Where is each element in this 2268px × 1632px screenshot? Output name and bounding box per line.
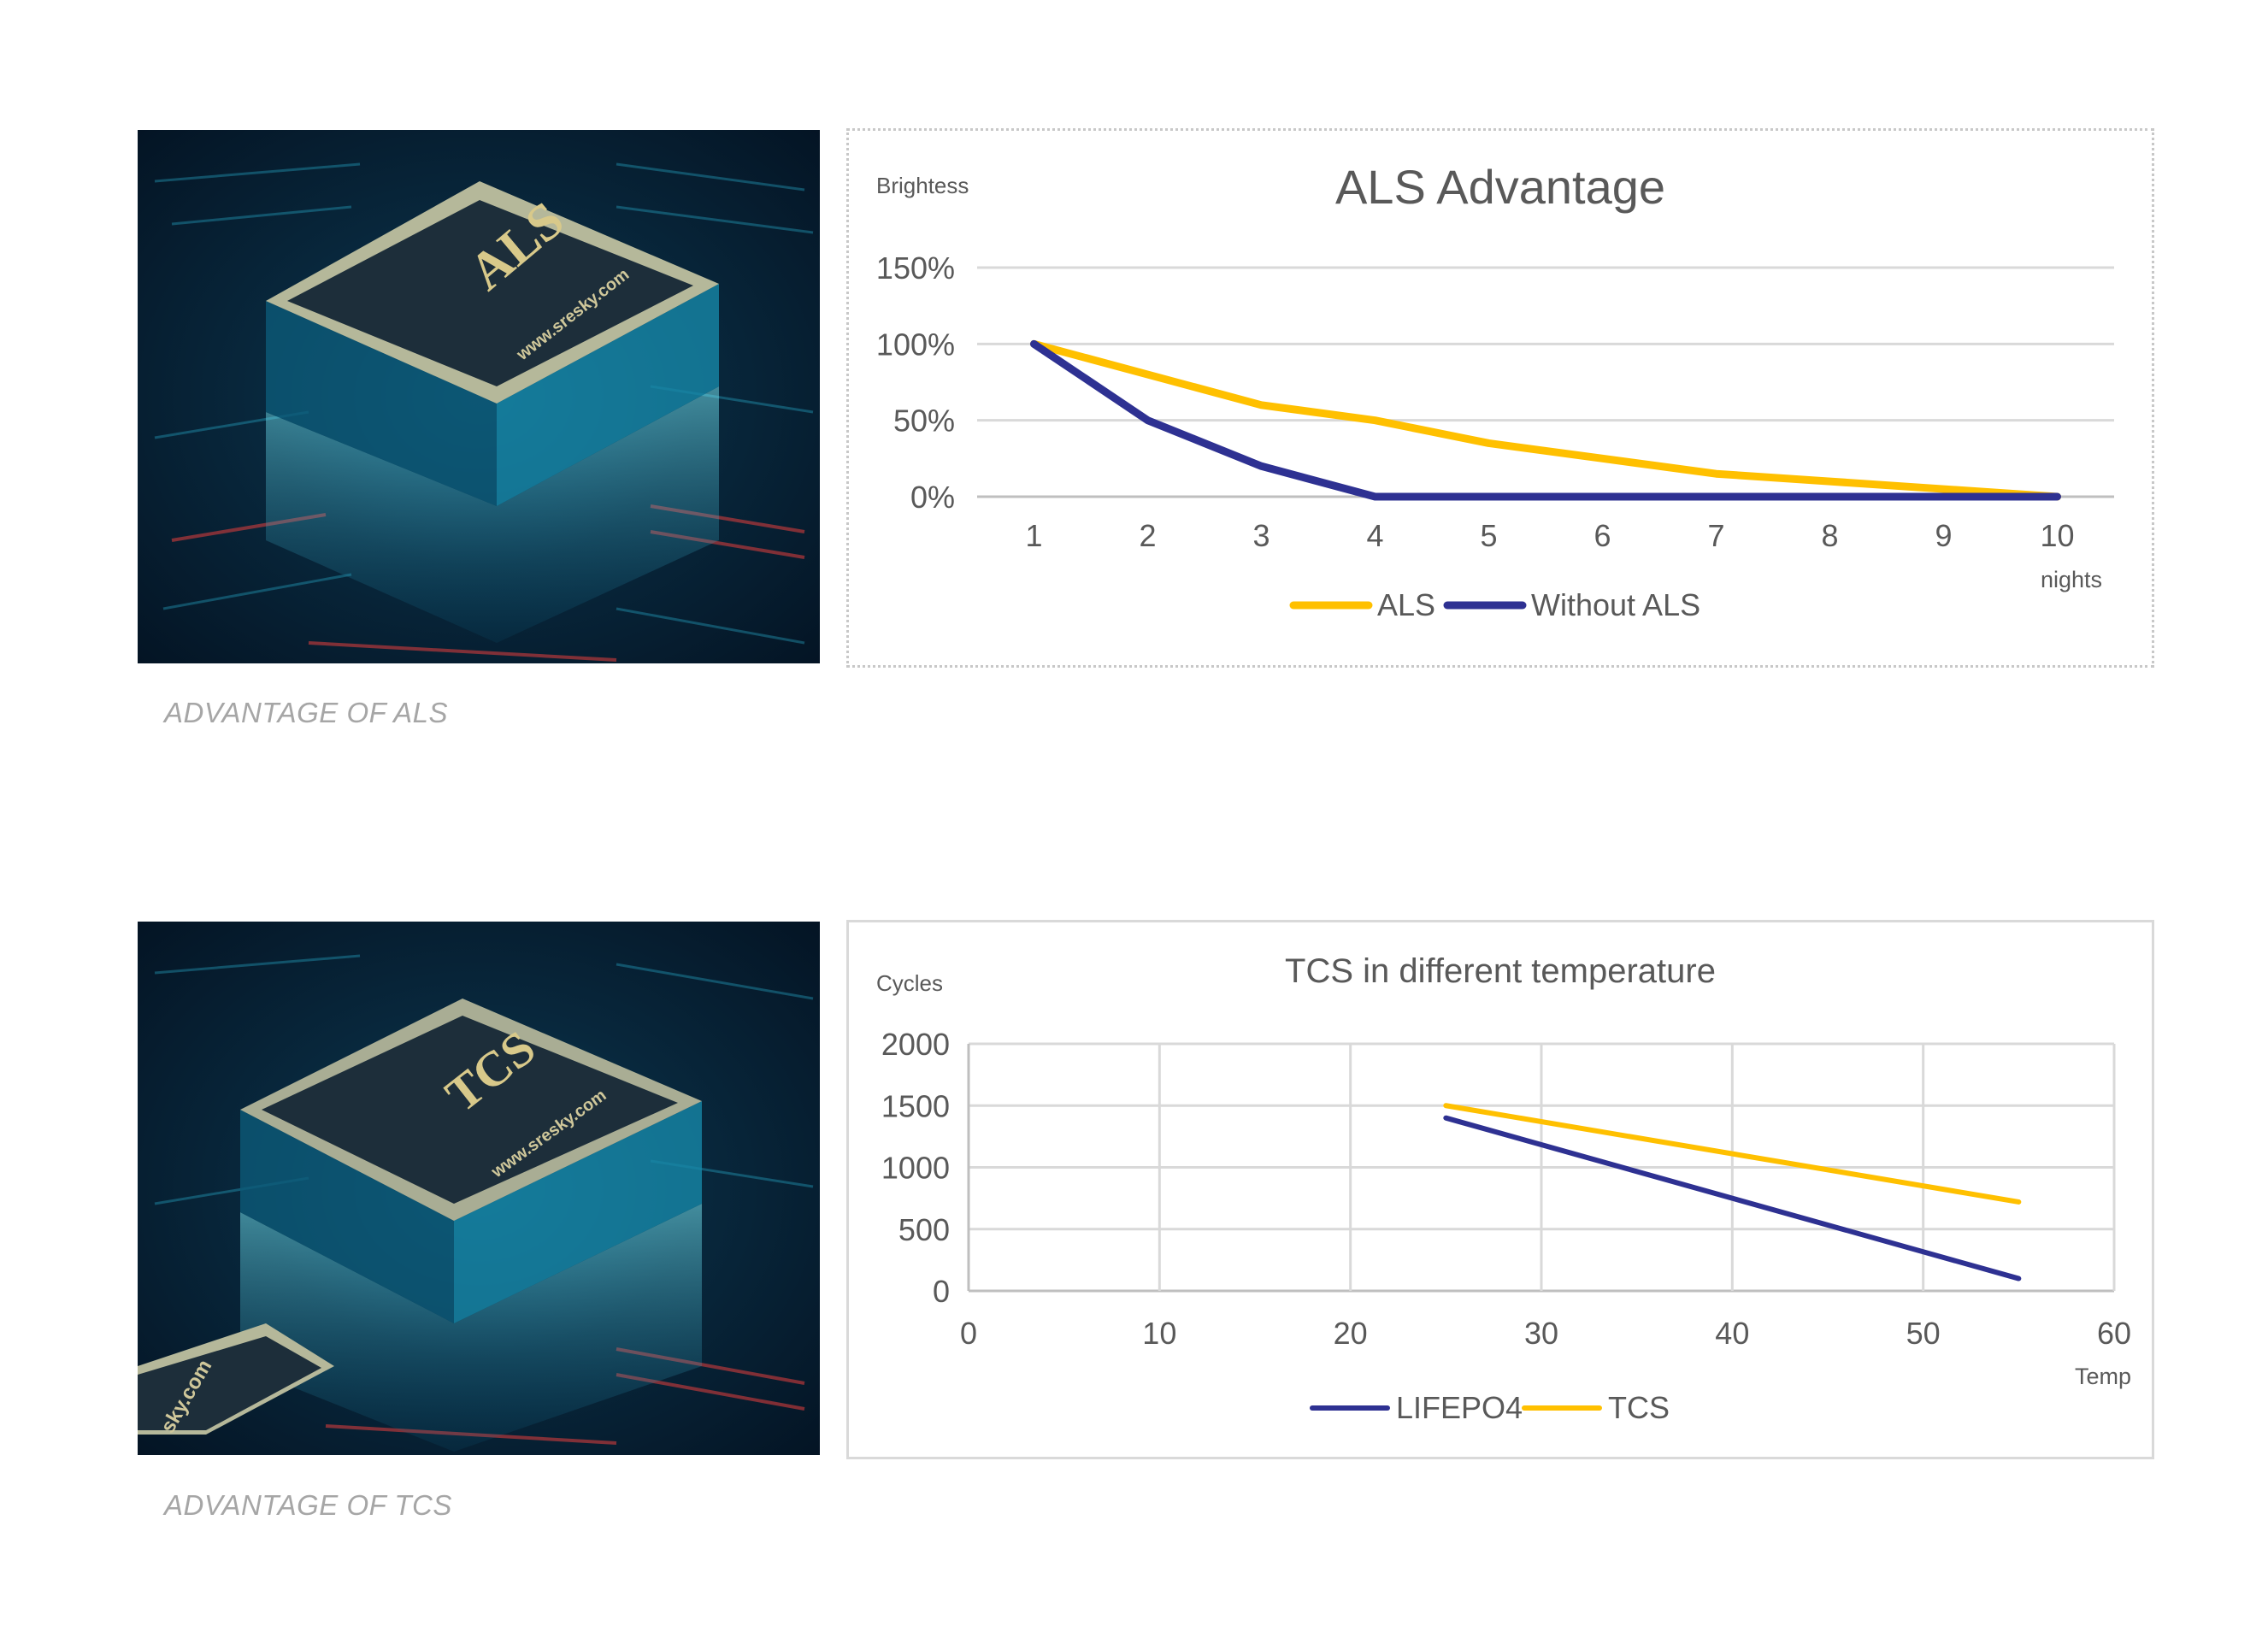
als-caption: ADVANTAGE OF ALS	[164, 697, 448, 728]
tcs-chip-image: TCS www.sresky.com sky.com	[138, 922, 820, 1455]
x-tick-label: 40	[1715, 1316, 1749, 1351]
x-tick-label: 60	[2097, 1316, 2131, 1351]
y-tick-label: 0	[933, 1274, 950, 1309]
y-axis-label: Brightess	[876, 173, 969, 198]
y-tick-label: 0%	[910, 480, 955, 515]
tcs-chart: TCS in different temperature Cycles Temp 0 5…	[876, 952, 2131, 1425]
y-tick-label: 100%	[876, 327, 955, 362]
y-tick-label: 1000	[881, 1151, 950, 1186]
legend-label: LIFEPO4	[1396, 1390, 1523, 1425]
legend-label: TCS	[1608, 1390, 1670, 1425]
x-tick-label: 3	[1252, 518, 1269, 553]
x-tick-label: 10	[2040, 518, 2074, 553]
x-tick-label: 4	[1366, 518, 1383, 553]
x-tick-label: 2	[1139, 518, 1156, 553]
x-tick-label: 9	[1935, 518, 1952, 553]
y-tick-label: 2000	[881, 1027, 950, 1062]
y-axis-label: Cycles	[876, 970, 943, 996]
x-tick-label: 50	[1906, 1316, 1941, 1351]
x-axis-label: nights	[2041, 567, 2102, 592]
chart-title: TCS in different temperature	[1285, 952, 1716, 990]
series-line-als	[1030, 339, 2061, 501]
x-tick-label: 0	[960, 1316, 977, 1351]
x-tick-label: 30	[1524, 1316, 1558, 1351]
series-line-lifepo4	[1443, 1115, 2022, 1281]
x-axis-label: Temp	[2075, 1364, 2131, 1389]
y-tick-label: 1500	[881, 1088, 950, 1123]
series-line-without-als	[1030, 339, 2061, 501]
als-chart: ALS Advantage Brightess nights 0% 50% 100% 150…	[876, 160, 2114, 622]
x-tick-label: 6	[1593, 518, 1611, 553]
x-tick-label: 20	[1334, 1316, 1368, 1351]
legend-label: ALS	[1377, 587, 1435, 622]
tcs-chart-panel: TCS in different temperature Cycles Temp 0 5…	[846, 920, 2154, 1459]
x-tick-label: 8	[1821, 518, 1838, 553]
als-chip-image: ALS www.sresky.com	[138, 130, 820, 663]
chart-title: ALS Advantage	[1335, 160, 1665, 214]
y-tick-label: 500	[898, 1212, 950, 1247]
x-tick-label: 5	[1480, 518, 1497, 553]
tcs-caption: ADVANTAGE OF TCS	[164, 1489, 452, 1521]
y-tick-label: 50%	[893, 404, 955, 439]
x-tick-label: 1	[1025, 518, 1042, 553]
series-line-tcs	[1443, 1103, 2022, 1205]
legend-label: Without ALS	[1531, 587, 1700, 622]
y-tick-label: 150%	[876, 250, 955, 286]
x-tick-label: 7	[1707, 518, 1724, 553]
als-chart-panel: ALS Advantage Brightess nights 0% 50% 100% 150…	[846, 128, 2154, 668]
x-tick-label: 10	[1142, 1316, 1176, 1351]
